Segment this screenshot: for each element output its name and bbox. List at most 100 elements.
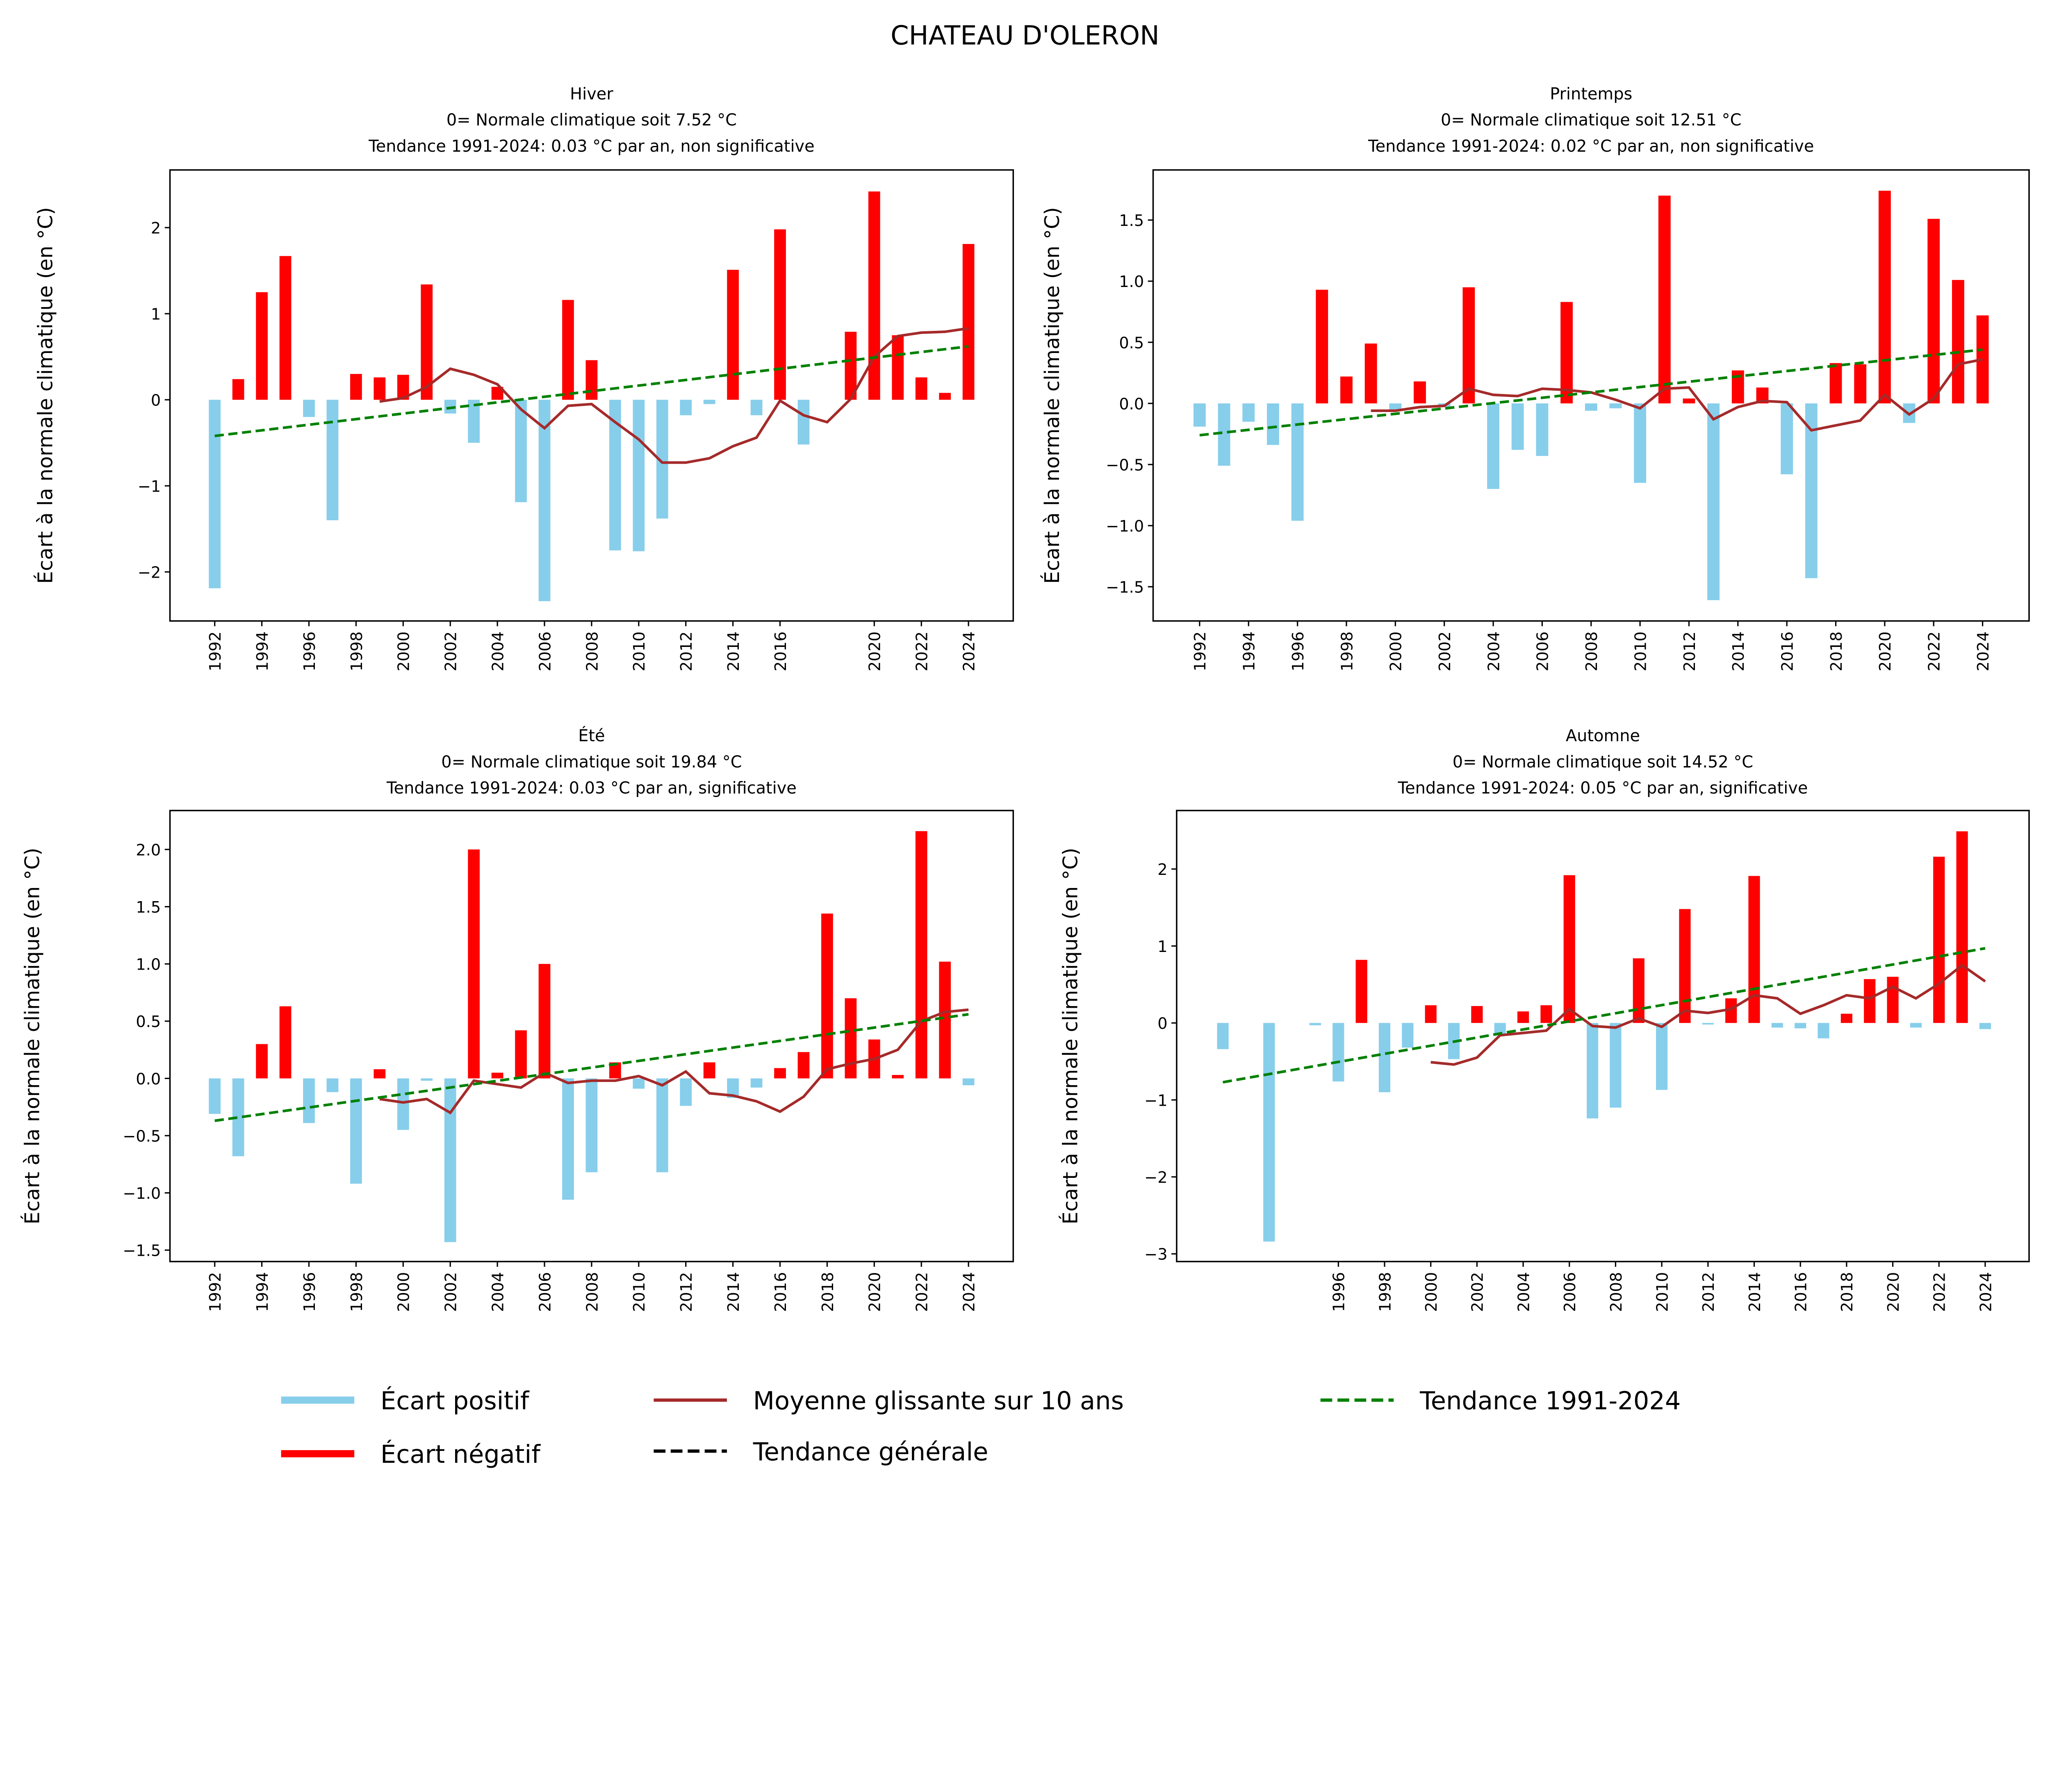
- bar-2019: [1854, 364, 1867, 403]
- bar-2013: [1707, 403, 1720, 600]
- bar-1992: [1193, 403, 1206, 427]
- bar-1998: [1340, 376, 1353, 403]
- bar-1996: [303, 400, 315, 417]
- bar-1996: [1332, 1023, 1344, 1082]
- y-tick-label: −1.0: [123, 1184, 161, 1203]
- bar-1996: [303, 1078, 315, 1123]
- y-tick-label: 0.0: [1119, 395, 1144, 413]
- bar-1999: [1364, 343, 1377, 403]
- bar-2015: [750, 1078, 763, 1088]
- subplot-0: Hiver 0= Normale climatique soit 7.52 °C T…: [33, 84, 1014, 672]
- bar-2017: [1818, 1023, 1829, 1038]
- bar-2023: [1952, 280, 1964, 403]
- bar-2024: [1979, 1023, 1991, 1029]
- x-tick-label: 1998: [348, 1272, 366, 1312]
- bar-1992: [209, 400, 221, 588]
- x-tick-label: 2014: [1746, 1272, 1764, 1312]
- x-tick-label: 2016: [772, 1272, 790, 1312]
- x-tick-label: 2020: [1876, 631, 1895, 671]
- bar-1997: [326, 1078, 339, 1092]
- bar-2003: [468, 849, 480, 1079]
- x-tick-label: 2000: [1422, 1272, 1441, 1312]
- legend-item: Écart négatif: [281, 1439, 541, 1469]
- bar-2012: [680, 400, 692, 415]
- subplot-title-line: 0= Normale climatique soit 19.84 °C: [441, 753, 742, 772]
- bar-2018: [1840, 1013, 1852, 1023]
- x-tick-label: 2002: [1469, 1272, 1487, 1312]
- bar-2005: [515, 1030, 527, 1079]
- x-tick-label: 2002: [442, 631, 460, 671]
- x-tick-label: 1996: [301, 631, 319, 671]
- bar-1996: [1291, 403, 1304, 521]
- x-tick-label: 2004: [489, 1272, 507, 1312]
- legend-label: Tendance 1991-2024: [1419, 1387, 1681, 1415]
- bar-2006: [1563, 875, 1575, 1023]
- x-tick-label: 2006: [1561, 1272, 1579, 1312]
- bar-2005: [1511, 403, 1524, 450]
- y-tick-label: 1.5: [1119, 212, 1144, 230]
- bar-2007: [1560, 302, 1573, 403]
- bar-2007: [1586, 1023, 1599, 1118]
- bar-1995: [279, 256, 292, 400]
- bar-2003: [1462, 287, 1475, 403]
- subplot-title-line: Tendance 1991-2024: 0.03 °C par an, sign…: [386, 779, 797, 798]
- bar-1999: [374, 1069, 386, 1079]
- bar-1998: [350, 1078, 362, 1184]
- bar-2001: [421, 1078, 433, 1081]
- x-tick-label: 2008: [583, 1272, 601, 1312]
- y-tick-label: 1: [151, 305, 161, 324]
- y-tick-label: 1.0: [1119, 273, 1144, 291]
- bar-2008: [1610, 1023, 1622, 1108]
- bar-1991: [1217, 1023, 1229, 1050]
- bar-2001: [1414, 381, 1426, 403]
- bar-2017: [797, 1052, 810, 1079]
- x-tick-label: 2018: [819, 1272, 837, 1312]
- bar-1998: [1378, 1023, 1391, 1093]
- x-tick-label: 2010: [1653, 1272, 1672, 1312]
- subplot-title-line: Tendance 1991-2024: 0.02 °C par an, non …: [1368, 137, 1814, 156]
- x-tick-label: 2016: [1792, 1272, 1811, 1312]
- x-tick-label: 2010: [630, 631, 649, 671]
- bar-2022: [915, 831, 927, 1079]
- y-tick-label: 0: [1157, 1015, 1167, 1033]
- legend-item: Tendance générale: [654, 1438, 988, 1466]
- x-tick-label: 2004: [1485, 631, 1503, 671]
- y-tick-label: 2: [1157, 861, 1167, 879]
- bar-2017: [797, 400, 810, 445]
- x-tick-label: 2006: [536, 1272, 554, 1312]
- x-tick-label: 1994: [1240, 631, 1259, 671]
- bar-1997: [326, 400, 339, 521]
- bar-2013: [703, 400, 715, 404]
- bar-2011: [1679, 909, 1691, 1023]
- y-tick-label: −2: [138, 563, 161, 582]
- subplot-title-line: Tendance 1991-2024: 0.05 °C par an, sign…: [1398, 779, 1808, 798]
- y-tick-label: −3: [1144, 1246, 1167, 1264]
- y-tick-label: 0: [151, 391, 161, 410]
- x-tick-label: 1996: [301, 1272, 319, 1312]
- subplot-title-line: Printemps: [1550, 84, 1632, 103]
- subplot-title-line: Tendance 1991-2024: 0.03 °C par an, non …: [368, 137, 814, 156]
- trend-line: [214, 345, 969, 437]
- x-tick-label: 1998: [348, 631, 366, 671]
- y-tick-label: 1.5: [136, 898, 161, 917]
- x-tick-label: 2014: [724, 1272, 743, 1312]
- x-tick-label: 2006: [536, 631, 554, 671]
- x-tick-label: 2002: [442, 1272, 460, 1312]
- bar-2016: [1781, 403, 1793, 474]
- bar-2000: [1425, 1005, 1437, 1023]
- bar-2007: [562, 300, 574, 400]
- x-tick-label: 2022: [913, 1272, 932, 1312]
- bar-2021: [1910, 1023, 1922, 1028]
- x-tick-label: 2010: [630, 1272, 649, 1312]
- x-tick-label: 1998: [1376, 1272, 1394, 1312]
- x-tick-label: 2016: [1779, 631, 1797, 671]
- bar-1993: [1218, 403, 1230, 466]
- bar-1994: [256, 292, 268, 400]
- moving-average-line: [1371, 358, 1983, 432]
- bar-2008: [585, 360, 598, 400]
- legend-item: Écart positif: [281, 1386, 530, 1415]
- bar-2016: [1795, 1023, 1806, 1029]
- axes-frame: [169, 810, 1014, 1262]
- x-tick-label: 2022: [913, 631, 932, 671]
- bar-2009: [1633, 958, 1645, 1023]
